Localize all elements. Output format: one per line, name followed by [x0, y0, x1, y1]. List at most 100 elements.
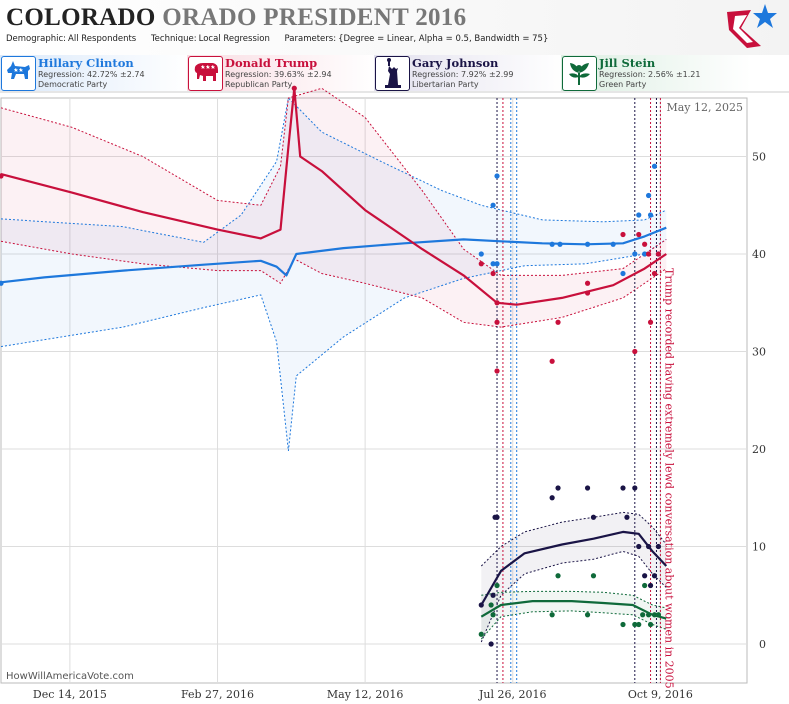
candidate-name: Gary Johnson: [412, 56, 499, 70]
upper-bound-line: [481, 590, 667, 609]
poll-point: [549, 358, 555, 364]
candidate-legend: Hillary Clinton Regression: 42.72% ±2.74…: [0, 55, 789, 92]
poll-point: [557, 241, 563, 247]
poll-point: [0, 280, 4, 286]
poll-point: [478, 602, 484, 608]
poll-point: [620, 231, 626, 238]
y-tick-label: 30: [752, 346, 766, 359]
poll-point: [549, 241, 555, 247]
x-tick-label: May 12, 2016: [327, 688, 404, 701]
poll-point: [651, 163, 658, 169]
poll-point: [584, 241, 591, 247]
candidate-party: Democratic Party: [38, 80, 108, 89]
leaf-icon: [562, 56, 597, 91]
poll-point: [645, 612, 652, 618]
legend-item-stein: Jill Stein Regression: 2.56% ±1.21 Green…: [561, 55, 751, 91]
poll-point: [494, 582, 500, 589]
plot-frame: [0, 97, 748, 684]
poll-point: [488, 602, 494, 608]
site-watermark: HowWillAmericaVote.com: [6, 671, 134, 682]
poll-point: [636, 212, 642, 218]
candidate-party: Libertarian Party: [412, 80, 479, 89]
poll-point: [636, 543, 642, 550]
param-label: Technique:: [150, 34, 197, 44]
poll-point: [584, 612, 591, 618]
poll-point: [478, 251, 484, 257]
poll-point: [636, 231, 642, 238]
poll-point: [645, 251, 652, 257]
event-annotation: Trump recorded having extremely lewd con…: [662, 268, 675, 689]
poll-point: [642, 582, 648, 589]
generated-date: May 12, 2025: [666, 101, 743, 114]
poll-point: [647, 319, 654, 325]
poll-point: [494, 173, 500, 179]
poll-point: [632, 485, 638, 491]
candidate-regression: Regression: 2.56% ±1.21: [599, 70, 701, 79]
y-tick-label: 50: [752, 151, 766, 164]
site-logo-icon: [727, 4, 777, 48]
poll-point: [584, 485, 591, 491]
poll-point: [590, 573, 597, 579]
confidence-band: [1, 98, 667, 451]
param-label: Demographic:: [6, 34, 67, 44]
poll-point: [555, 485, 561, 491]
poll-point: [494, 319, 500, 325]
legend-item-johnson: Gary Johnson Regression: 7.92% ±2.99 Lib…: [374, 55, 564, 91]
candidate-name: Hillary Clinton: [38, 56, 134, 70]
poll-point: [651, 573, 658, 579]
parameters-line: Demographic: All Respondents Technique: Lo…: [6, 34, 560, 44]
poll-point: [636, 621, 642, 628]
candidate-regression: Regression: 42.72% ±2.74: [38, 70, 145, 79]
plot-area: 0 10 20 30 40 50 Dec 14, 2015 Feb 27, 2016 May 1…: [0, 85, 766, 701]
y-tick-label: 20: [752, 443, 766, 456]
poll-point: [490, 612, 496, 618]
poll-point: [494, 368, 500, 374]
param-value: {Degree = Linear, Alpha = 0.5, Bandwidth…: [338, 34, 549, 44]
poll-point: [490, 592, 496, 598]
poll-point: [655, 612, 662, 618]
candidate-party: Republican Party: [225, 80, 293, 89]
poll-point: [645, 543, 652, 550]
poll-point: [642, 251, 648, 257]
poll-point: [494, 514, 500, 520]
poll-point: [555, 573, 561, 579]
title-state: COLORADO: [6, 4, 156, 31]
upper-bound-line: [0, 96, 667, 243]
regression-line: [0, 226, 667, 284]
candidate-name: Jill Stein: [599, 56, 656, 70]
regression-line: [0, 87, 667, 306]
poll-point: [645, 192, 652, 199]
poll-point: [651, 270, 658, 277]
poll-point: [651, 612, 658, 618]
poll-point: [584, 290, 591, 296]
candidate-regression: Regression: 39.63% ±2.94: [225, 70, 332, 79]
poll-point: [494, 300, 500, 306]
poll-point: [488, 641, 494, 647]
lower-bound-line: [0, 240, 667, 328]
candidate-name: Donald Trump: [225, 56, 318, 70]
param-label: Parameters:: [284, 34, 337, 44]
poll-point: [478, 631, 484, 637]
y-tick-label: 10: [752, 541, 766, 554]
title-race: ORADO PRESIDENT 2016: [162, 4, 467, 31]
poll-point: [549, 495, 555, 501]
poll-point: [555, 319, 561, 325]
poll-point: [632, 621, 638, 628]
candidate-party: Green Party: [599, 80, 647, 89]
y-tick-label: 40: [752, 248, 766, 261]
confidence-band: [481, 512, 667, 642]
poll-point: [647, 582, 654, 589]
elephant-icon: [188, 56, 223, 91]
poll-point: [620, 485, 626, 491]
poll-point: [640, 612, 646, 618]
poll-point: [620, 270, 626, 277]
lower-bound-line: [480, 550, 667, 643]
confidence-band: [1, 88, 667, 328]
poll-point: [642, 573, 648, 579]
poll-point: [620, 621, 626, 628]
poll-point: [490, 261, 496, 267]
liberty-statue-icon: [375, 56, 410, 91]
poll-point: [642, 241, 648, 247]
chart-header: COLORADO ORADO PRESIDENT 2016 Demographi…: [0, 0, 789, 56]
